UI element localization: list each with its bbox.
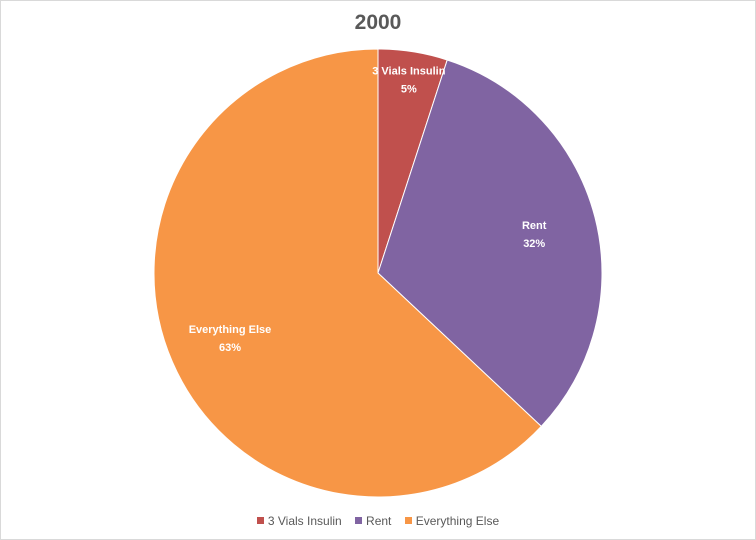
legend-swatch-rent [355,517,363,524]
data-label-value-everything-else: 63% [219,342,241,354]
data-label-insulin: 3 Vials Insulin 5% [372,65,445,95]
legend-swatch-everything-else [404,517,412,524]
legend-label-everything-else: Everything Else [415,513,500,528]
legend-item-rent: Rent [355,514,391,528]
data-label-value-rent: 32% [523,238,545,250]
legend-label-rent: Rent [366,513,392,528]
data-label-category-everything-else: Everything Else [189,324,272,336]
data-label-category-rent: Rent [522,220,547,232]
legend-swatch-insulin [256,517,264,524]
data-label-category-insulin: 3 Vials Insulin [372,65,445,77]
pie-slice-rent [377,59,603,428]
pie-slice-everything-else [153,48,542,498]
legend-label-insulin: 3 Vials Insulin [267,513,342,528]
legend: 3 Vials Insulin Rent Everything Else [1,513,755,528]
data-label-value-insulin: 5% [401,83,417,95]
data-label-everything-else: Everything Else 63% [189,324,272,354]
chart-title: 2000 [354,11,402,34]
legend-item-insulin: 3 Vials Insulin [256,513,342,528]
legend-item-everything-else: Everything Else [404,513,500,528]
data-label-rent: Rent 32% [522,220,547,250]
